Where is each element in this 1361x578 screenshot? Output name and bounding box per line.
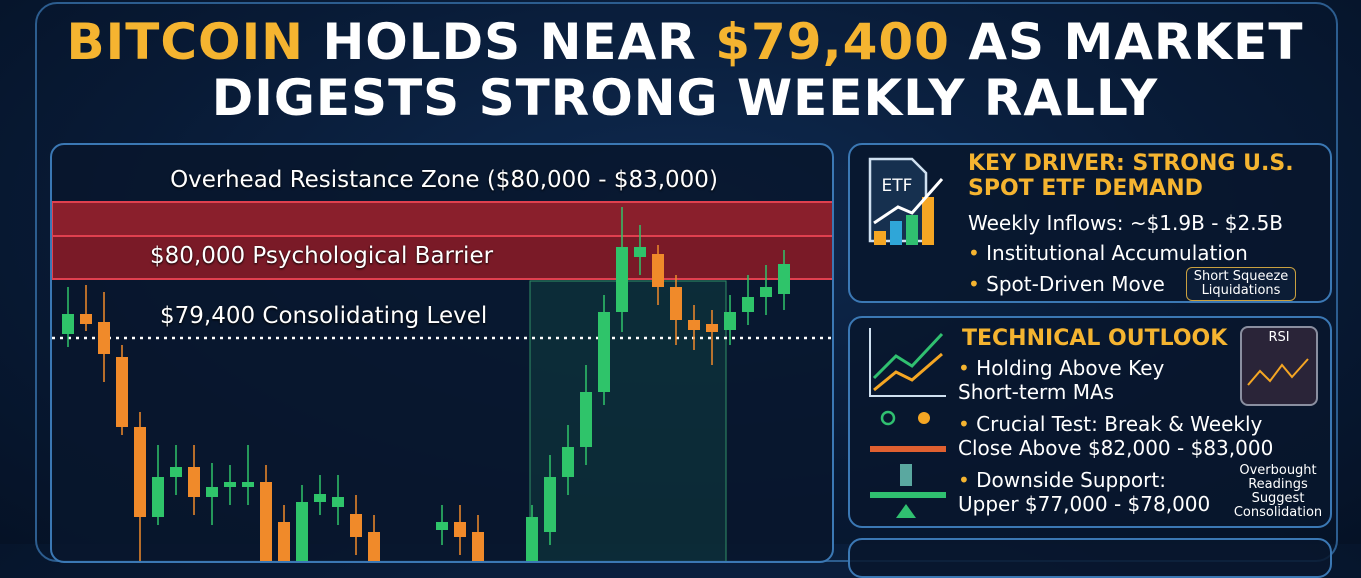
title-word: DIGESTS STRONG WEEKLY RALLY: [211, 69, 1159, 127]
candle-body: [544, 477, 556, 532]
candle-body: [472, 532, 484, 561]
rsi-label: RSI: [1268, 330, 1290, 345]
candle-body: [580, 392, 592, 447]
driver-heading: KEY DRIVER: STRONG U.S. SPOT ETF DEMAND: [968, 151, 1294, 201]
outlook-panel: TECHNICAL OUTLOOK RSI Holding Above Key …: [848, 316, 1332, 528]
candle-body: [760, 287, 772, 297]
outlook-bullet: Crucial Test: Break & Weekly Close Above…: [958, 412, 1298, 460]
candle-body: [350, 514, 362, 537]
rsi-line: [1247, 358, 1309, 386]
candle-body: [634, 247, 646, 257]
driver-inflows: Weekly Inflows: ~$1.9B - $2.5B: [968, 211, 1284, 235]
candle-body: [742, 297, 754, 312]
candle-body: [188, 467, 200, 497]
outlook-note: Overbought Readings Suggest Consolidatio…: [1233, 463, 1323, 520]
candle-body: [206, 487, 218, 497]
candle-body: [670, 287, 682, 320]
title: BITCOIN HOLDS NEAR $79,400 AS MARKET DIG…: [40, 14, 1330, 126]
candle-body: [706, 324, 718, 332]
level-label: $79,400 Consolidating Level: [160, 303, 488, 329]
candle-body: [134, 427, 146, 517]
candle-body: [724, 312, 736, 330]
candle-body: [296, 502, 308, 561]
candle-body: [332, 497, 344, 507]
candle-body: [778, 264, 790, 294]
candle-body: [170, 467, 182, 477]
page: BITCOIN HOLDS NEAR $79,400 AS MARKET DIG…: [0, 0, 1361, 544]
barrier-label: $80,000 Psychological Barrier: [150, 243, 494, 269]
candle-body: [152, 477, 164, 517]
candle-chart: [52, 201, 832, 561]
outlook-bullet: Downside Support: Upper $77,000 - $78,00…: [958, 468, 1228, 516]
candle-body: [652, 254, 664, 287]
driver-bullet: Institutional Accumulation: [968, 241, 1248, 265]
outlook-heading: TECHNICAL OUTLOOK: [962, 326, 1228, 351]
candle-body: [688, 320, 700, 330]
candle-body: [224, 482, 236, 487]
candle-body: [368, 532, 380, 561]
candle-body: [80, 314, 92, 324]
callout: Short Squeeze Liquidations: [1186, 267, 1296, 301]
candle-body: [260, 482, 272, 561]
title-word: BITCOIN: [66, 13, 305, 71]
driver-panel: ETF KEY DRIVER: STRONG U.S. SPOT ETF DEM…: [848, 143, 1332, 303]
title-word: HOLDS NEAR: [322, 13, 697, 71]
title-word: AS MARKET: [968, 13, 1304, 71]
etf-label: ETF: [882, 176, 913, 196]
candle-body: [314, 494, 326, 502]
chart-panel: Overhead Resistance Zone ($80,000 - $83,…: [50, 143, 834, 563]
outlook-icons: [869, 328, 946, 518]
candle-body: [562, 447, 574, 477]
candle-body: [62, 314, 74, 334]
candle-body: [278, 522, 290, 561]
candle-body: [116, 357, 128, 427]
title-word: $79,400: [715, 13, 950, 71]
etf-icon: ETF: [868, 157, 944, 245]
resistance-band: [52, 201, 832, 237]
outlook-bullet: Holding Above Key Short-term MAs: [958, 356, 1228, 404]
candle-body: [454, 522, 466, 537]
next-panel: [848, 538, 1332, 578]
barrier-band: [52, 235, 832, 280]
candle-body: [598, 312, 610, 392]
candle-body: [242, 482, 254, 487]
candle-body: [526, 517, 538, 561]
candle-body: [436, 522, 448, 530]
candle-body: [616, 247, 628, 312]
rsi-box: RSI: [1240, 326, 1318, 406]
zone-label: Overhead Resistance Zone ($80,000 - $83,…: [170, 167, 718, 193]
candle-body: [98, 322, 110, 354]
driver-bullet: Spot-Driven Move: [968, 272, 1165, 296]
